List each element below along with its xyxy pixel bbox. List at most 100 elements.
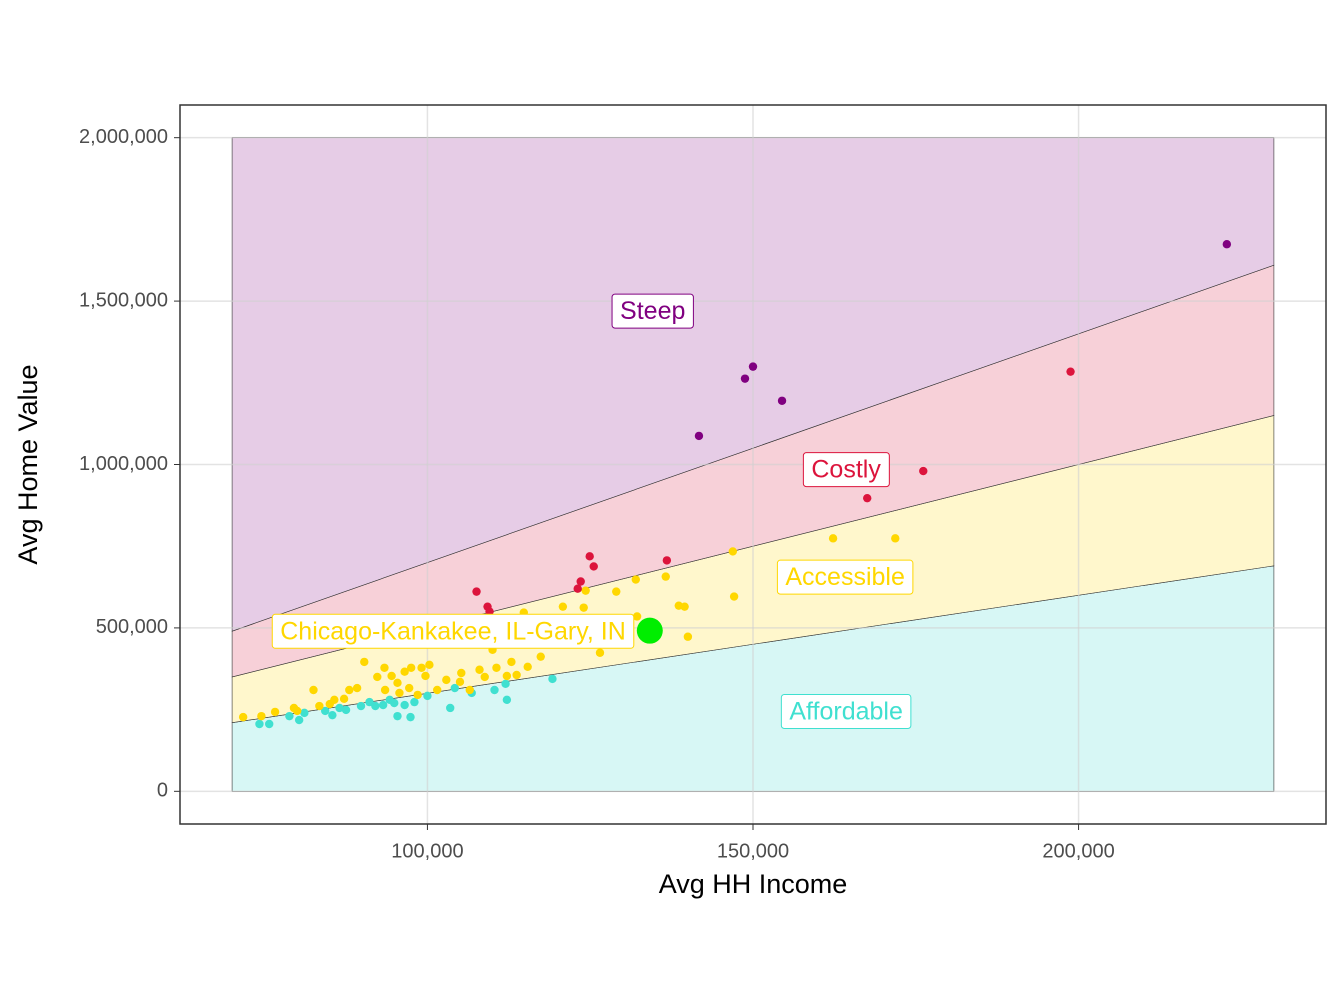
point bbox=[585, 552, 594, 561]
point bbox=[373, 672, 382, 682]
point bbox=[472, 587, 481, 596]
point bbox=[300, 708, 309, 718]
point bbox=[740, 374, 750, 383]
point bbox=[400, 667, 409, 676]
point bbox=[387, 671, 396, 681]
point bbox=[257, 711, 266, 721]
point bbox=[512, 670, 521, 680]
point bbox=[339, 694, 349, 704]
point bbox=[863, 493, 872, 503]
panel-border bbox=[179, 104, 1327, 825]
band-label: Costly bbox=[811, 456, 881, 484]
point bbox=[680, 602, 689, 611]
point bbox=[490, 685, 499, 695]
point bbox=[502, 671, 512, 681]
point bbox=[450, 683, 459, 693]
point bbox=[442, 675, 451, 685]
point bbox=[662, 556, 672, 565]
highlight-label-group: Chicago-Kankakee, IL-Gary, IN bbox=[271, 613, 635, 649]
point bbox=[413, 690, 422, 700]
point bbox=[294, 715, 304, 725]
point bbox=[523, 662, 532, 672]
highlight-label: Chicago-Kankakee, IL-Gary, IN bbox=[280, 617, 626, 645]
point bbox=[423, 691, 432, 701]
point bbox=[507, 657, 516, 667]
x-tick-label: 150,000 bbox=[717, 840, 789, 862]
point bbox=[595, 648, 605, 657]
point bbox=[315, 701, 324, 711]
point bbox=[335, 703, 344, 713]
point bbox=[345, 685, 354, 695]
point bbox=[446, 703, 455, 713]
point bbox=[321, 706, 330, 716]
band-label-box bbox=[611, 293, 694, 329]
point bbox=[400, 700, 409, 710]
point bbox=[406, 712, 415, 722]
band-label: Affordable bbox=[789, 697, 903, 725]
point bbox=[309, 685, 318, 695]
point bbox=[385, 695, 394, 705]
point bbox=[632, 612, 642, 621]
point bbox=[480, 672, 489, 682]
band-label-group: Steep bbox=[611, 293, 694, 329]
band-label-group: Costly bbox=[802, 452, 890, 488]
point bbox=[285, 711, 294, 721]
point bbox=[421, 671, 430, 681]
band-label-group: Accessible bbox=[776, 559, 914, 595]
point bbox=[694, 431, 704, 441]
point bbox=[270, 707, 280, 717]
point bbox=[1222, 240, 1232, 249]
point bbox=[365, 697, 374, 707]
point bbox=[661, 572, 670, 581]
point bbox=[492, 663, 501, 672]
point bbox=[548, 674, 557, 684]
band-label-box bbox=[802, 452, 890, 488]
point bbox=[356, 701, 366, 711]
point bbox=[728, 547, 738, 556]
point bbox=[501, 679, 510, 688]
point bbox=[417, 663, 426, 672]
point bbox=[589, 562, 598, 571]
point bbox=[581, 586, 590, 595]
point bbox=[729, 592, 739, 601]
point bbox=[289, 703, 299, 713]
highlight-point bbox=[636, 617, 663, 644]
point bbox=[485, 607, 494, 616]
point bbox=[380, 663, 389, 672]
point bbox=[341, 705, 351, 715]
point bbox=[378, 700, 388, 710]
point bbox=[1066, 367, 1075, 376]
point bbox=[255, 719, 264, 729]
point bbox=[502, 695, 512, 705]
point bbox=[393, 678, 402, 688]
x-tick-label: 100,000 bbox=[391, 840, 463, 862]
point bbox=[393, 711, 402, 721]
point bbox=[891, 534, 900, 543]
y-tick-label: 1,000,000 bbox=[79, 453, 168, 475]
point bbox=[325, 699, 334, 709]
point bbox=[432, 685, 442, 695]
point bbox=[457, 668, 466, 678]
point bbox=[380, 685, 390, 695]
point bbox=[406, 663, 416, 672]
point bbox=[475, 665, 484, 674]
point bbox=[558, 602, 568, 611]
point bbox=[828, 534, 838, 543]
band-label: Accessible bbox=[785, 563, 905, 591]
point bbox=[579, 603, 588, 612]
point bbox=[265, 719, 274, 729]
point bbox=[612, 587, 621, 596]
point bbox=[352, 683, 362, 693]
point bbox=[573, 584, 582, 593]
band-label-group: Affordable bbox=[780, 693, 912, 729]
y-tick-label: 1,500,000 bbox=[79, 289, 168, 311]
point bbox=[360, 657, 369, 667]
band-label-box bbox=[780, 693, 912, 729]
y-axis-title: Avg Home Value bbox=[13, 364, 43, 564]
point bbox=[328, 710, 337, 720]
point bbox=[465, 685, 474, 695]
point bbox=[425, 660, 434, 670]
point bbox=[405, 683, 414, 693]
y-tick-label: 500,000 bbox=[96, 616, 168, 638]
